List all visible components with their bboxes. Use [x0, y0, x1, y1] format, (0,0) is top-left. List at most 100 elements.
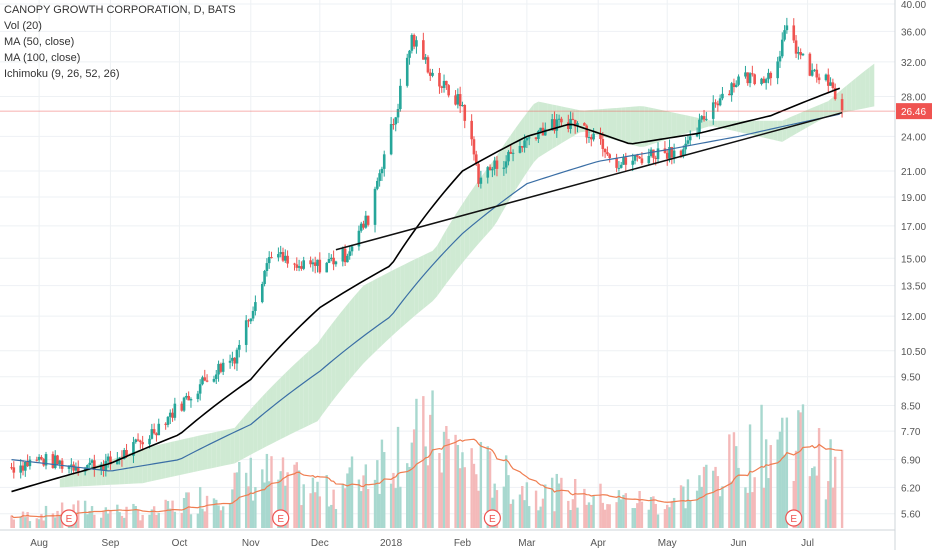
volume-bar: [776, 439, 779, 528]
price-tick-label: 9.50: [901, 373, 921, 384]
price-tick-label: 5.60: [901, 510, 921, 521]
candle-body: [583, 123, 586, 126]
cloud-segment: [289, 364, 295, 435]
volume-bar: [157, 512, 160, 528]
candle-body: [783, 30, 786, 40]
volume-bar: [134, 506, 137, 528]
volume-bar: [300, 505, 303, 528]
cloud-segment: [395, 266, 401, 333]
cloud-segment: [782, 118, 787, 142]
candle-body: [376, 180, 379, 189]
volume-bar: [187, 492, 190, 528]
volume-bar: [463, 467, 466, 528]
candle-body: [799, 52, 802, 56]
time-tick-label: May: [658, 538, 677, 549]
volume-bar: [221, 506, 225, 528]
volume-bar: [332, 489, 335, 528]
legend-ichimoku[interactable]: Ichimoku (9, 26, 52, 26): [4, 68, 120, 80]
cloud-segment: [593, 109, 599, 136]
volume-bar: [238, 461, 241, 528]
cloud-segment: [446, 222, 451, 284]
legend-ma100[interactable]: MA (100, close): [4, 52, 81, 64]
cloud-segment: [234, 422, 240, 464]
volume-bar: [827, 481, 830, 528]
candle-body: [134, 439, 138, 443]
cloud-segment: [635, 106, 640, 147]
earnings-marker: [785, 509, 803, 527]
candle-body: [744, 72, 747, 77]
volume-bar: [270, 456, 273, 528]
candle-body: [148, 438, 151, 445]
price-tick-label: 10.50: [901, 347, 926, 358]
volume-bar: [431, 390, 434, 528]
ma100-line: [11, 113, 840, 472]
candle-body: [221, 362, 225, 372]
cloud-segment: [800, 110, 806, 132]
candle-body: [792, 25, 796, 41]
volume-bar: [118, 512, 121, 528]
candle-body: [311, 262, 315, 265]
candle-body: [615, 157, 618, 168]
time-tick-label: Mar: [518, 538, 536, 549]
volume-bar: [712, 470, 715, 528]
cloud-segment: [391, 268, 396, 337]
cloud-segment: [561, 106, 566, 144]
volume-bar: [125, 506, 128, 528]
volume-bar: [592, 496, 595, 528]
volume-bar: [77, 500, 80, 528]
candle-body: [751, 73, 754, 75]
time-axis[interactable]: Aug Sep Oct Nov Dec 2018 Feb Mar Apr May Jun Jul: [0, 529, 895, 549]
cloud-segment: [400, 264, 405, 329]
ma50-line: [11, 87, 841, 493]
volume-bar: [792, 480, 795, 528]
volume-bar: [525, 482, 529, 528]
cloud-segment: [731, 120, 737, 132]
volume-bar: [527, 506, 531, 528]
candle-body: [378, 173, 381, 181]
cloud-segment: [750, 120, 755, 136]
volume-bar: [311, 477, 315, 528]
candle-body: [106, 456, 110, 461]
volume-bar: [132, 503, 135, 528]
legend-vol[interactable]: Vol (20): [4, 20, 42, 32]
candle-body: [357, 230, 361, 247]
candle-body: [525, 138, 529, 141]
cloud-segment: [303, 351, 309, 428]
cloud-segment: [690, 116, 695, 133]
volume-bar: [769, 445, 772, 528]
volume-bar: [231, 489, 234, 528]
volume-bar: [219, 510, 223, 528]
candle-body: [12, 467, 16, 473]
cloud-segment: [317, 337, 323, 422]
legend-title[interactable]: CANOPY GROWTH CORPORATION, D, BATS: [4, 4, 236, 16]
candle-body: [244, 320, 248, 345]
volume-bar: [185, 492, 188, 528]
cloud-segment: [188, 436, 194, 474]
volume-bar: [166, 501, 170, 528]
candle-body: [203, 377, 207, 381]
candle-body: [647, 155, 651, 164]
legend-ma50[interactable]: MA (50, close): [4, 36, 75, 48]
volume-bar: [714, 466, 717, 528]
volume-bar: [360, 491, 363, 528]
candle-body: [171, 412, 174, 418]
candle-body: [518, 146, 522, 153]
candle-body: [665, 152, 669, 159]
candle-body: [297, 266, 301, 268]
volume-bar: [601, 502, 605, 528]
volume-bar: [251, 500, 255, 528]
time-tick-label: Jul: [801, 538, 814, 549]
cloud-segment: [805, 108, 810, 129]
volume-bar: [781, 417, 784, 528]
candle-body: [573, 119, 577, 127]
volume-bar: [631, 508, 634, 528]
candle-body: [28, 459, 32, 467]
cloud-segment: [262, 391, 267, 449]
cloud-segment: [193, 435, 198, 473]
volume-bar: [599, 483, 602, 528]
candle-body: [599, 133, 602, 140]
time-tick-label: Nov: [242, 538, 260, 549]
candle-body: [748, 73, 752, 84]
volume-bar: [762, 487, 766, 528]
